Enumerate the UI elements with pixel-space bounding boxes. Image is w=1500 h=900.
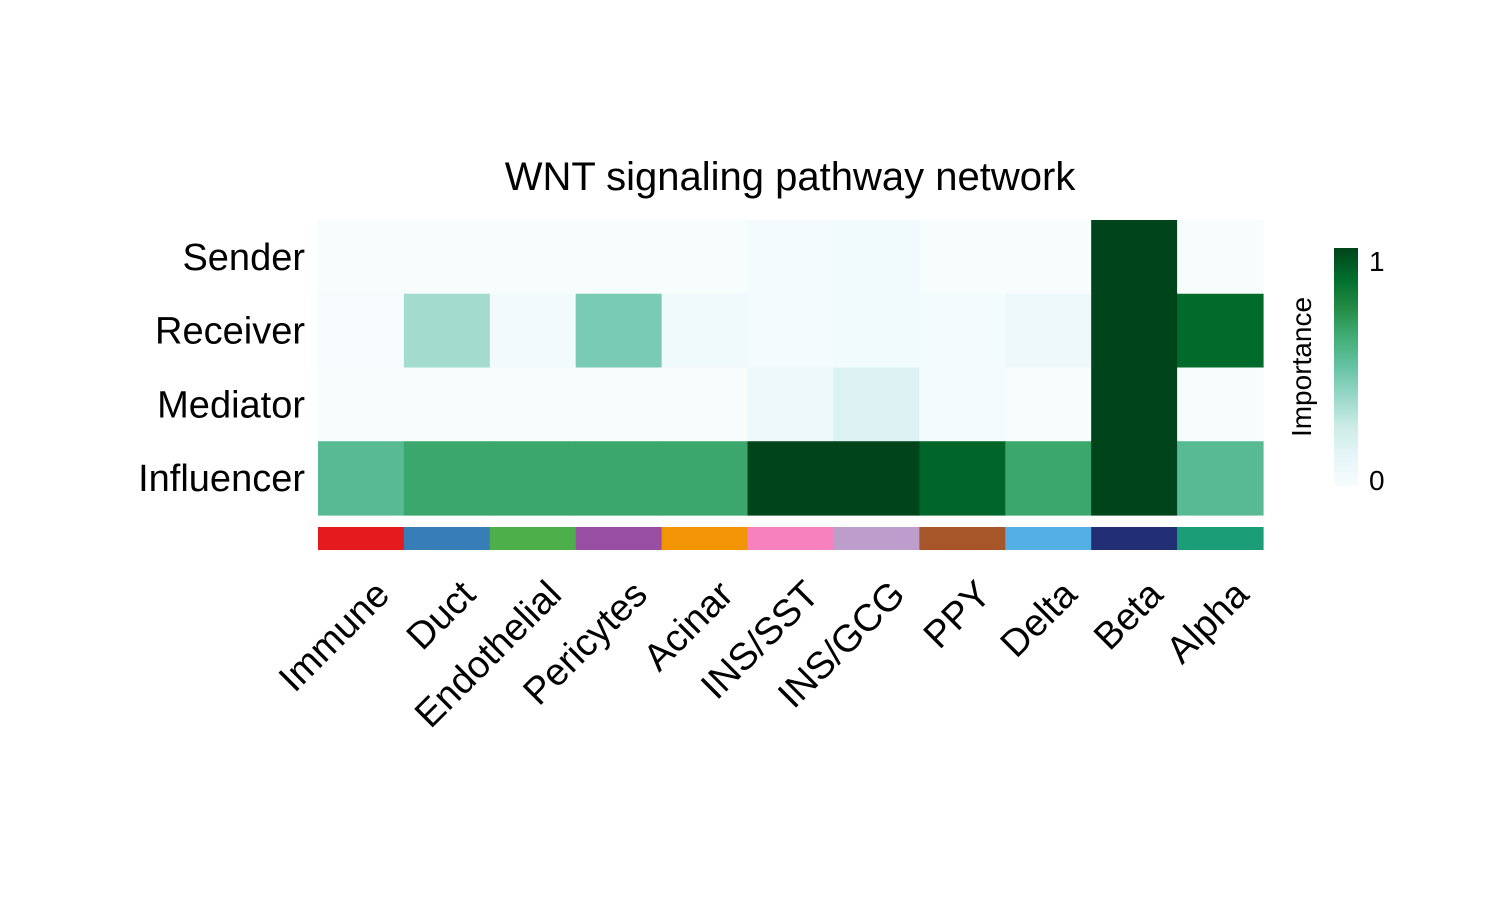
cell-sender-beta [1091, 220, 1178, 295]
cell-mediator-ins-sst [747, 367, 835, 442]
row-labels: Sender Receiver Mediator Influencer [138, 237, 305, 500]
annotation-immune [318, 527, 405, 550]
cell-influencer-ins-sst [747, 441, 835, 516]
cell-sender-acinar [661, 220, 749, 295]
row-label-receiver: Receiver [155, 311, 305, 353]
annotation-alpha [1177, 527, 1264, 550]
cell-influencer-immune [318, 441, 405, 516]
cell-receiver-duct [403, 293, 491, 369]
cell-influencer-endothelial [489, 441, 577, 516]
cell-influencer-pericytes [575, 441, 663, 516]
cell-sender-duct [403, 220, 491, 295]
col-label-beta: Beta [1086, 573, 1172, 659]
cell-mediator-alpha [1177, 367, 1264, 442]
colorbar-max-label: 1 [1369, 246, 1385, 277]
cell-mediator-immune [318, 367, 405, 442]
cell-sender-alpha [1177, 220, 1264, 295]
cell-influencer-alpha [1177, 441, 1264, 516]
cell-receiver-ppy [919, 293, 1006, 369]
colorbar-title: Importance [1286, 297, 1317, 437]
cell-sender-endothelial [489, 220, 577, 295]
colorbar [1334, 248, 1358, 486]
col-label-delta: Delta [993, 573, 1086, 666]
cell-sender-ins-sst [747, 220, 835, 295]
cell-sender-ppy [919, 220, 1006, 295]
cell-receiver-alpha [1177, 293, 1264, 369]
cell-influencer-ins-gcg [833, 441, 920, 516]
cell-receiver-immune [318, 293, 405, 369]
cell-mediator-delta [1005, 367, 1092, 442]
cell-influencer-duct [403, 441, 491, 516]
cell-mediator-acinar [661, 367, 749, 442]
cell-receiver-ins-gcg [833, 293, 920, 369]
chart-title: WNT signaling pathway network [505, 155, 1077, 199]
heatmap-cells [318, 220, 1264, 516]
annotation-ins-sst [747, 527, 835, 550]
cell-mediator-beta [1091, 367, 1178, 442]
cell-mediator-endothelial [489, 367, 577, 442]
cell-mediator-duct [403, 367, 491, 442]
cell-influencer-ppy [919, 441, 1006, 516]
cell-influencer-delta [1005, 441, 1092, 516]
cell-receiver-endothelial [489, 293, 577, 369]
row-label-influencer: Influencer [138, 458, 305, 500]
cell-sender-delta [1005, 220, 1092, 295]
cell-mediator-ins-gcg [833, 367, 920, 442]
col-label-immune: Immune [271, 573, 398, 700]
column-labels: Immune DuctEndothelialPericytesAcinarINS/… [271, 573, 1257, 736]
cell-mediator-ppy [919, 367, 1006, 442]
colorbar-min-label: 0 [1369, 465, 1385, 496]
cell-influencer-beta [1091, 441, 1178, 516]
cell-sender-immune [318, 220, 405, 295]
cell-receiver-beta [1091, 293, 1178, 369]
cell-influencer-acinar [661, 441, 749, 516]
cell-mediator-pericytes [575, 367, 663, 442]
column-annotation-bar [318, 527, 1264, 550]
cell-receiver-delta [1005, 293, 1092, 369]
cell-sender-ins-gcg [833, 220, 920, 295]
annotation-endothelial [489, 527, 577, 550]
annotation-duct [403, 527, 491, 550]
col-label-alpha: Alpha [1159, 573, 1258, 672]
col-label-ppy: PPY [916, 573, 999, 656]
cell-receiver-pericytes [575, 293, 663, 369]
annotation-acinar [661, 527, 749, 550]
annotation-ppy [919, 527, 1006, 550]
annotation-pericytes [575, 527, 663, 550]
colorbar-legend: 1 0 Importance [1286, 246, 1385, 496]
cell-receiver-ins-sst [747, 293, 835, 369]
annotation-beta [1091, 527, 1178, 550]
cell-receiver-acinar [661, 293, 749, 369]
annotation-delta [1005, 527, 1092, 550]
row-label-sender: Sender [182, 237, 305, 279]
annotation-ins-gcg [833, 527, 920, 550]
cell-sender-pericytes [575, 220, 663, 295]
row-label-mediator: Mediator [157, 384, 305, 426]
